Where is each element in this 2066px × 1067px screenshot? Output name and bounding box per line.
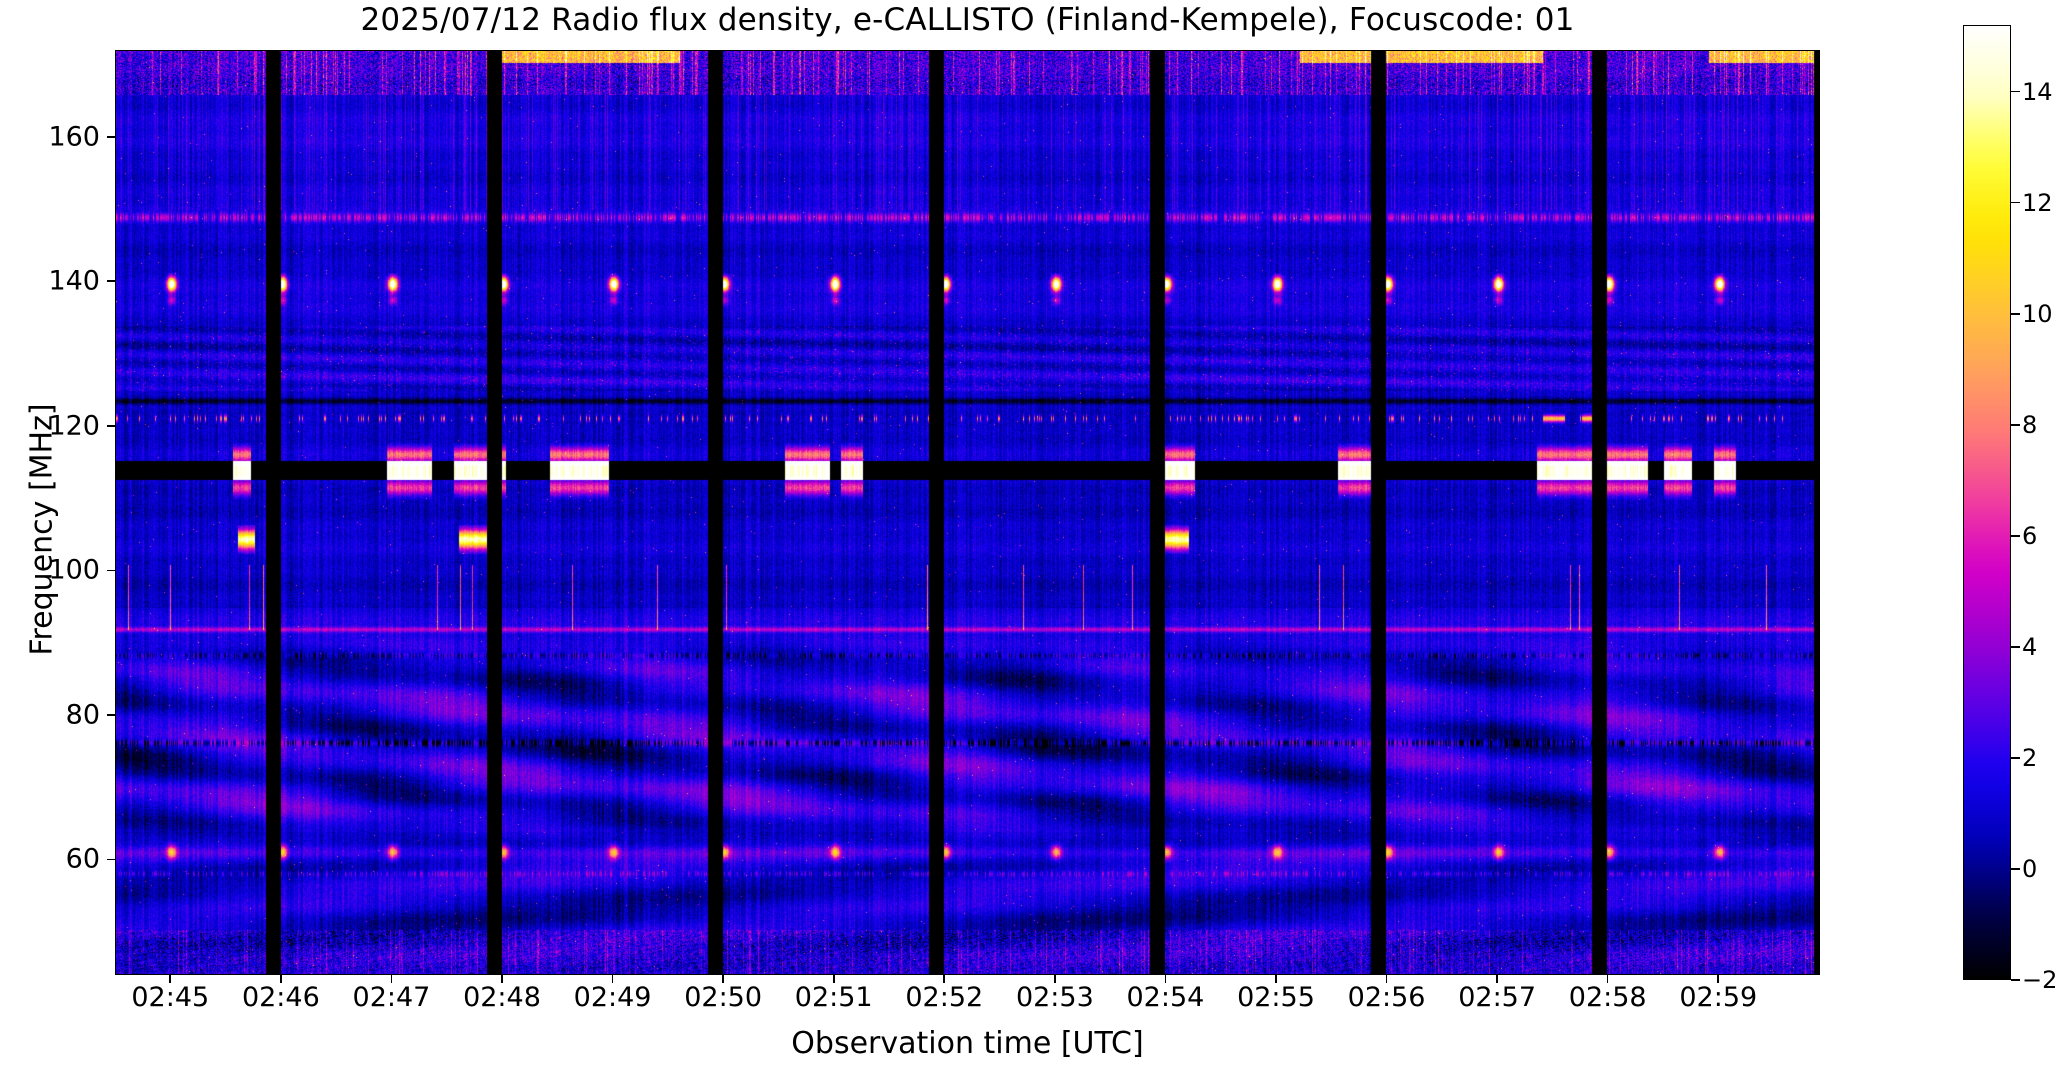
colorbar-tick-label-0: 0 <box>2022 854 2038 883</box>
x-tick-mark-02-45 <box>169 975 172 983</box>
x-tick-label-02-48: 02:48 <box>463 982 541 1013</box>
y-tick-mark-60 <box>107 858 115 861</box>
y-axis-title: Frequency [MHz] <box>24 403 60 656</box>
x-tick-label-02-55: 02:55 <box>1237 982 1315 1013</box>
colorbar-tick-mark <box>2011 979 2020 981</box>
y-tick-mark-100 <box>107 569 115 572</box>
x-tick-mark-02-58 <box>1606 975 1609 983</box>
colorbar-tick-label-10: 10 <box>2022 299 2053 328</box>
x-tick-label-02-51: 02:51 <box>794 982 873 1013</box>
x-tick-mark-02-50 <box>722 975 724 983</box>
x-tick-mark-02-54 <box>1164 975 1167 983</box>
x-axis-title: Observation time [UTC] <box>791 1026 1144 1061</box>
colorbar-tick-mark <box>2011 535 2020 537</box>
colorbar-tick-label-neg2: −2 <box>2022 966 2058 994</box>
x-tick-label-02-53: 02:53 <box>1015 982 1094 1013</box>
x-tick-mark-02-49 <box>611 975 614 983</box>
spectrogram-plot-area[interactable] <box>115 50 1820 975</box>
colorbar-tick-mark <box>2011 201 2020 204</box>
colorbar-tick-label-12: 12 <box>2022 188 2053 217</box>
colorbar-tick-label-4: 4 <box>2022 632 2038 661</box>
x-tick-label-02-46: 02:46 <box>241 982 320 1013</box>
y-tick-mark-80 <box>107 714 115 716</box>
y-tick-label-80: 80 <box>65 699 100 731</box>
colorbar-tick-mark <box>2011 868 2020 870</box>
spectrogram-image <box>116 51 1819 974</box>
y-tick-mark-120 <box>107 424 115 427</box>
spectrogram-canvas <box>116 51 1819 974</box>
y-tick-mark-140 <box>107 280 115 283</box>
x-tick-mark-02-55 <box>1275 975 1277 983</box>
colorbar-tick-label-8: 8 <box>2022 410 2038 439</box>
x-tick-label-02-45: 02:45 <box>131 982 210 1013</box>
x-tick-mark-02-56 <box>1385 975 1388 983</box>
x-tick-mark-02-53 <box>1054 975 1056 983</box>
x-tick-label-02-56: 02:56 <box>1347 982 1426 1013</box>
x-tick-mark-02-52 <box>943 975 946 983</box>
x-tick-label-02-47: 02:47 <box>352 982 431 1013</box>
y-tick-label-160: 160 <box>48 121 100 153</box>
x-tick-label-02-49: 02:49 <box>573 982 652 1013</box>
colorbar-tick-mark <box>2011 424 2020 426</box>
x-tick-label-02-54: 02:54 <box>1126 982 1205 1013</box>
figure-title: 2025/07/12 Radio flux density, e-CALLIST… <box>360 2 1575 38</box>
y-tick-label-60: 60 <box>65 843 100 875</box>
colorbar-tick-mark <box>2011 313 2020 315</box>
y-tick-label-140: 140 <box>48 265 100 297</box>
x-tick-mark-02-48 <box>501 975 503 983</box>
x-tick-mark-02-51 <box>832 975 835 983</box>
x-tick-mark-02-57 <box>1496 975 1498 983</box>
colorbar-tick-label-14: 14 <box>2022 77 2053 106</box>
x-tick-label-02-58: 02:58 <box>1568 982 1647 1013</box>
x-tick-label-02-59: 02:59 <box>1679 982 1758 1013</box>
x-tick-mark-02-47 <box>390 975 393 983</box>
colorbar[interactable] <box>1963 25 2011 980</box>
y-tick-label-100: 100 <box>48 554 100 586</box>
x-tick-label-02-52: 02:52 <box>905 982 984 1013</box>
colorbar-tick-mark <box>2011 90 2020 93</box>
x-tick-label-02-50: 02:50 <box>684 982 763 1013</box>
y-tick-mark-160 <box>107 135 115 138</box>
colorbar-tick-label-2: 2 <box>2022 743 2038 772</box>
colorbar-tick-label-6: 6 <box>2022 521 2038 550</box>
colorbar-tick-mark <box>2011 646 2020 648</box>
x-tick-label-02-57: 02:57 <box>1458 982 1537 1013</box>
colorbar-gradient <box>1964 26 2010 979</box>
y-tick-label-120: 120 <box>48 410 100 442</box>
colorbar-tick-mark <box>2011 757 2020 759</box>
x-tick-mark-02-46 <box>280 975 282 983</box>
x-tick-mark-02-59 <box>1717 975 1720 983</box>
